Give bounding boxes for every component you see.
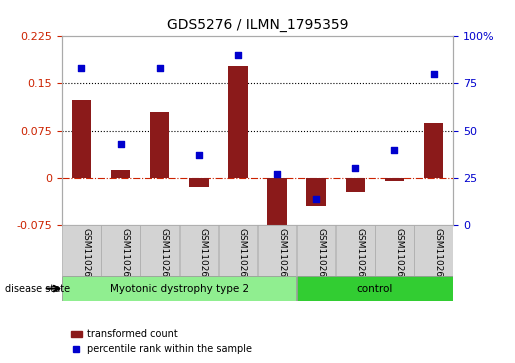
Text: GSM1102619: GSM1102619 (277, 228, 286, 288)
Legend: transformed count, percentile rank within the sample: transformed count, percentile rank withi… (66, 326, 256, 358)
Bar (267, 178, 287, 231)
Text: GSM1102616: GSM1102616 (160, 228, 168, 288)
Point (273, 171, 281, 177)
Point (234, 52, 242, 58)
Point (390, 147, 399, 152)
Bar (72, 101, 91, 178)
Text: GSM1102623: GSM1102623 (434, 228, 442, 288)
FancyBboxPatch shape (258, 225, 296, 276)
Point (156, 65, 164, 71)
Bar (424, 123, 443, 178)
Point (77, 65, 85, 71)
Text: Myotonic dystrophy type 2: Myotonic dystrophy type 2 (110, 284, 249, 294)
Bar (385, 178, 404, 181)
Bar (150, 112, 169, 178)
Bar (228, 66, 248, 178)
Text: GSM1102614: GSM1102614 (81, 228, 90, 288)
FancyBboxPatch shape (415, 225, 453, 276)
FancyBboxPatch shape (180, 225, 218, 276)
FancyBboxPatch shape (62, 276, 296, 301)
Title: GDS5276 / ILMN_1795359: GDS5276 / ILMN_1795359 (167, 19, 348, 33)
Text: control: control (357, 284, 393, 294)
Text: GSM1102622: GSM1102622 (394, 228, 403, 288)
FancyBboxPatch shape (101, 225, 140, 276)
Point (195, 152, 203, 158)
FancyBboxPatch shape (336, 225, 374, 276)
Text: GSM1102621: GSM1102621 (355, 228, 364, 288)
Text: GSM1102615: GSM1102615 (121, 228, 129, 288)
Text: GSM1102618: GSM1102618 (238, 228, 247, 288)
Bar (306, 178, 326, 206)
Point (312, 196, 320, 201)
FancyBboxPatch shape (297, 276, 453, 301)
Text: GSM1102620: GSM1102620 (316, 228, 325, 288)
Text: GSM1102617: GSM1102617 (199, 228, 208, 288)
Bar (346, 178, 365, 192)
Point (351, 166, 359, 171)
FancyBboxPatch shape (375, 225, 414, 276)
Point (116, 141, 125, 147)
Bar (189, 178, 209, 187)
FancyBboxPatch shape (62, 225, 100, 276)
FancyBboxPatch shape (297, 225, 335, 276)
Text: disease state: disease state (5, 284, 70, 294)
Point (430, 71, 438, 77)
FancyBboxPatch shape (141, 225, 179, 276)
Bar (111, 170, 130, 178)
FancyBboxPatch shape (219, 225, 257, 276)
